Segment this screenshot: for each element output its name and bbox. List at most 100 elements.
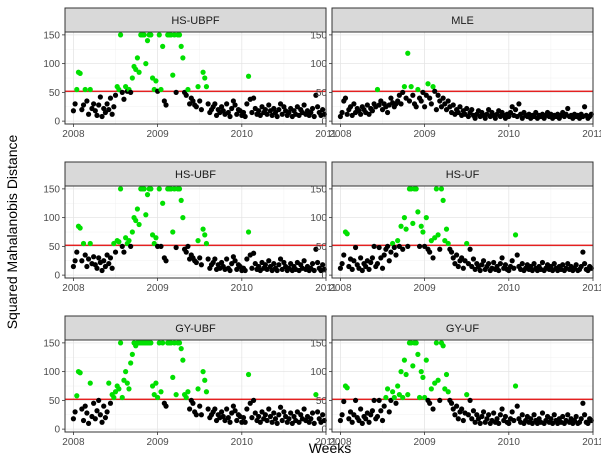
data-point bbox=[358, 406, 364, 412]
data-point bbox=[94, 265, 100, 271]
data-point bbox=[531, 412, 537, 418]
data-point bbox=[381, 403, 387, 409]
data-point bbox=[80, 102, 87, 108]
data-point bbox=[341, 398, 347, 405]
data-point bbox=[173, 392, 179, 398]
y-tick-label: 50 bbox=[49, 242, 61, 253]
data-point bbox=[277, 256, 284, 262]
data-point bbox=[418, 369, 424, 375]
data-point bbox=[111, 394, 117, 401]
data-point bbox=[271, 261, 277, 267]
data-point bbox=[274, 113, 280, 120]
data-point bbox=[403, 226, 409, 232]
data-point bbox=[477, 420, 483, 426]
data-point bbox=[70, 108, 77, 114]
data-point bbox=[455, 263, 461, 270]
y-tick-label: 50 bbox=[49, 88, 61, 99]
data-point bbox=[581, 261, 588, 267]
data-point bbox=[242, 267, 248, 274]
data-point bbox=[170, 374, 176, 380]
data-point bbox=[359, 420, 365, 426]
data-point bbox=[423, 357, 429, 363]
facet-panel: HS-UBF 0 50 100 150 2008 2009 2010 2011 bbox=[43, 161, 337, 294]
data-point bbox=[99, 113, 105, 120]
data-point bbox=[163, 102, 169, 108]
data-point bbox=[190, 98, 196, 104]
data-point bbox=[479, 262, 485, 268]
data-point bbox=[539, 410, 546, 416]
data-point bbox=[227, 419, 233, 425]
facet-panel: HS-UF 0 50 100 150 2008 2009 2010 2011 bbox=[310, 161, 601, 294]
x-tick-label: 2011 bbox=[315, 283, 337, 294]
data-point bbox=[276, 412, 282, 418]
data-point bbox=[410, 220, 416, 226]
data-point bbox=[469, 107, 475, 113]
y-tick-label: 0 bbox=[321, 271, 327, 282]
y-tick-label: 150 bbox=[310, 338, 327, 349]
data-point bbox=[96, 255, 102, 261]
data-point bbox=[408, 84, 414, 90]
data-point bbox=[427, 95, 433, 101]
x-tick-label: 2010 bbox=[231, 437, 254, 448]
data-point bbox=[203, 84, 210, 90]
data-point bbox=[249, 109, 255, 116]
data-point bbox=[205, 406, 211, 412]
data-point bbox=[358, 255, 364, 261]
data-point bbox=[178, 346, 184, 352]
data-point bbox=[467, 246, 473, 252]
data-point bbox=[281, 409, 287, 415]
data-point bbox=[413, 186, 419, 192]
y-tick-label: 0 bbox=[321, 425, 327, 436]
data-point bbox=[244, 256, 250, 262]
data-point bbox=[225, 415, 231, 421]
data-point bbox=[212, 256, 218, 262]
data-point bbox=[573, 262, 579, 268]
data-point bbox=[266, 102, 272, 108]
data-point bbox=[116, 386, 122, 392]
data-point bbox=[349, 266, 355, 272]
data-point bbox=[363, 416, 369, 422]
data-point bbox=[101, 105, 107, 112]
data-point bbox=[106, 261, 112, 267]
y-tick-label: 50 bbox=[316, 396, 328, 407]
data-point bbox=[250, 397, 257, 403]
data-point bbox=[420, 374, 426, 380]
data-point bbox=[99, 267, 105, 274]
data-point bbox=[242, 113, 248, 120]
data-point bbox=[352, 397, 359, 403]
data-point bbox=[134, 206, 141, 212]
data-point bbox=[102, 415, 109, 421]
data-point bbox=[117, 340, 124, 346]
data-point bbox=[400, 246, 406, 252]
y-tick-label: 100 bbox=[43, 213, 60, 224]
data-point bbox=[398, 223, 404, 229]
data-point bbox=[87, 380, 93, 386]
data-point bbox=[219, 409, 225, 415]
data-point bbox=[430, 255, 436, 261]
data-point bbox=[320, 107, 326, 113]
data-point bbox=[92, 416, 98, 422]
x-tick-label: 2010 bbox=[498, 129, 521, 140]
data-point bbox=[368, 412, 374, 418]
data-point bbox=[401, 357, 408, 363]
data-point bbox=[460, 417, 466, 424]
data-point bbox=[457, 104, 463, 110]
data-point bbox=[497, 412, 503, 418]
data-point bbox=[220, 413, 226, 420]
data-point bbox=[390, 240, 396, 247]
data-point bbox=[143, 212, 149, 218]
data-point bbox=[200, 369, 206, 375]
data-point bbox=[129, 229, 135, 235]
data-point bbox=[506, 420, 512, 426]
data-point bbox=[344, 385, 350, 391]
y-tick-label: 100 bbox=[310, 59, 327, 70]
data-point bbox=[121, 96, 127, 102]
data-point bbox=[418, 223, 424, 229]
data-point bbox=[202, 75, 208, 81]
data-point bbox=[232, 408, 238, 414]
data-point bbox=[506, 267, 512, 274]
data-point bbox=[193, 412, 199, 418]
data-point bbox=[309, 105, 316, 112]
data-point bbox=[371, 397, 377, 403]
data-point bbox=[160, 43, 166, 49]
